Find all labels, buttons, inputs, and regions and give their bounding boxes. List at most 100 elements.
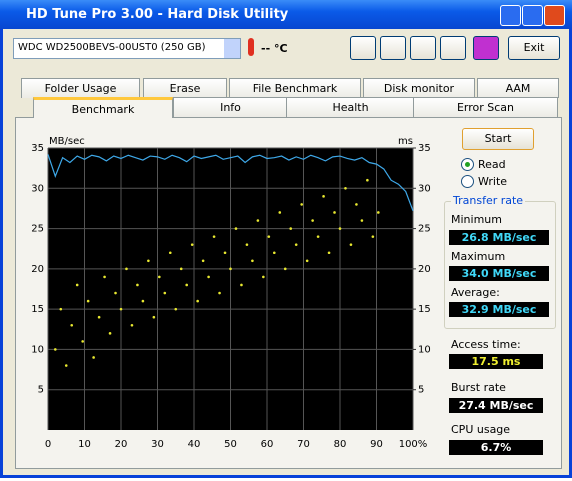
drive-select[interactable]: WDC WD2500BEVS-00UST0 (250 GB)	[13, 38, 241, 59]
access-point	[355, 203, 358, 206]
access-label: Access time:	[451, 338, 521, 351]
access-point	[108, 332, 112, 335]
options-button[interactable]	[440, 36, 466, 60]
read-label: Read	[478, 158, 506, 171]
temperature: -- °C	[261, 42, 288, 55]
cpu-value: 6.7%	[449, 440, 543, 455]
access-point	[371, 235, 375, 238]
access-point	[81, 340, 84, 343]
access-point	[234, 227, 238, 230]
x-tick-label: 90	[370, 439, 383, 450]
x-tick-label: 30	[151, 439, 164, 450]
y-axis-label: MB/sec	[49, 136, 85, 147]
access-point	[190, 243, 194, 246]
x-tick-label: 100%	[399, 439, 428, 450]
access-point	[125, 267, 128, 271]
y-tick-label: 20	[31, 264, 44, 275]
cpu-label: CPU usage	[451, 423, 511, 436]
access-point	[147, 259, 150, 263]
x-tick-label: 80	[334, 439, 347, 450]
window-title: HD Tune Pro 3.00 - Hard Disk Utility	[26, 7, 289, 22]
minimize-button[interactable]	[500, 5, 521, 26]
transfer-title: Transfer rate	[451, 194, 526, 207]
access-point	[103, 275, 106, 279]
access-point	[174, 307, 178, 311]
access-point	[344, 186, 347, 190]
transfer-line	[47, 154, 414, 212]
max-value: 34.0 MB/sec	[449, 266, 549, 281]
tab[interactable]: Error Scan	[413, 97, 558, 117]
access-point	[349, 243, 353, 246]
access-point	[333, 211, 336, 214]
y2-tick-label: 15	[418, 304, 431, 315]
dropdown-arrow[interactable]	[224, 39, 240, 58]
access-point	[311, 219, 314, 222]
save-button[interactable]	[410, 36, 436, 60]
access-point	[97, 315, 101, 319]
avg-label: Average:	[451, 286, 500, 299]
access-point	[294, 243, 298, 246]
access-point	[316, 235, 320, 238]
access-point	[119, 307, 123, 311]
access-point	[130, 323, 134, 327]
access-point	[54, 348, 57, 351]
y2-tick-label: 20	[418, 264, 431, 275]
access-point	[278, 211, 282, 214]
access-point	[92, 356, 95, 359]
access-value: 17.5 ms	[449, 354, 543, 369]
tab[interactable]: Disk monitor	[363, 78, 475, 98]
access-point	[201, 259, 205, 263]
write-radio[interactable]	[461, 175, 474, 188]
min-value: 26.8 MB/sec	[449, 230, 549, 245]
read-radio[interactable]	[461, 158, 474, 171]
burst-value: 27.4 MB/sec	[449, 398, 543, 413]
tab[interactable]: Erase	[143, 78, 227, 98]
access-point	[163, 291, 167, 295]
tab[interactable]: Health	[286, 97, 415, 117]
access-point	[64, 364, 68, 367]
access-point	[256, 219, 260, 222]
tab[interactable]: Benchmark	[33, 97, 173, 118]
access-point	[305, 259, 309, 263]
y2-tick-label: 35	[418, 143, 431, 154]
x-tick-label: 0	[45, 439, 51, 450]
title-bar: HD Tune Pro 3.00 - Hard Disk Utility	[0, 0, 572, 29]
access-point	[218, 291, 221, 295]
access-point	[185, 283, 188, 287]
access-point	[300, 203, 303, 206]
tab[interactable]: Folder Usage	[21, 78, 140, 98]
access-point	[59, 307, 63, 311]
download-button[interactable]	[473, 36, 499, 60]
tab[interactable]: File Benchmark	[229, 78, 361, 98]
access-point	[322, 195, 325, 198]
y-tick-label: 15	[31, 304, 44, 315]
access-point	[327, 251, 331, 255]
x-tick-label: 50	[224, 439, 237, 450]
access-point	[114, 291, 117, 295]
access-point	[338, 227, 342, 230]
start-button[interactable]: Start	[462, 128, 534, 150]
y-tick-label: 30	[31, 183, 44, 194]
access-point	[70, 323, 74, 327]
copy-button[interactable]	[350, 36, 376, 60]
tab[interactable]: AAM	[477, 78, 559, 98]
maximize-button[interactable]	[522, 5, 543, 26]
close-button[interactable]	[544, 5, 565, 26]
access-point	[267, 235, 271, 238]
access-point	[86, 299, 90, 303]
access-point	[229, 267, 232, 271]
y-tick-label: 35	[31, 143, 44, 154]
tab[interactable]: Info	[173, 97, 288, 117]
exit-button[interactable]: Exit	[508, 36, 560, 60]
y-tick-label: 5	[38, 385, 44, 396]
x-tick-label: 60	[261, 439, 274, 450]
copy-all-button[interactable]	[380, 36, 406, 60]
access-point	[179, 267, 183, 271]
avg-value: 32.9 MB/sec	[449, 302, 549, 317]
y-tick-label: 25	[31, 224, 44, 235]
access-point	[223, 251, 227, 255]
access-point	[168, 251, 172, 255]
y-tick-label: 10	[31, 344, 44, 355]
x-tick-label: 40	[188, 439, 201, 450]
access-point	[377, 211, 380, 214]
